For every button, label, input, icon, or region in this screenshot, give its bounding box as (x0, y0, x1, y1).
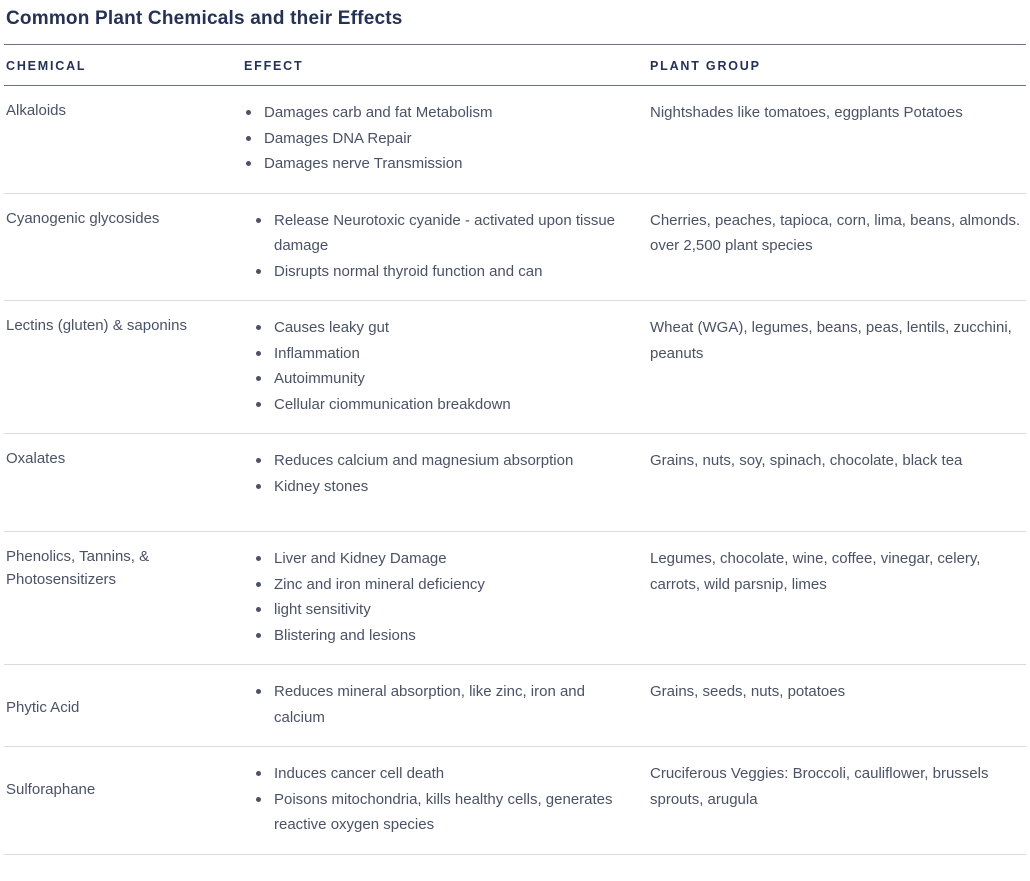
table-row: Alkaloids Damages carb and fat Metabolis… (4, 86, 1026, 193)
effect-item: light sensitivity (244, 597, 630, 623)
effect-item: Liver and Kidney Damage (244, 546, 630, 572)
plant-group: Cherries, peaches, tapioca, corn, lima, … (650, 206, 1026, 259)
effects-list: Reduces calcium and magnesium absorption… (244, 446, 650, 499)
col-chemical-header: CHEMICAL (6, 59, 244, 73)
table-header: CHEMICAL EFFECT PLANT GROUP (4, 45, 1026, 85)
chemical-name: Cyanogenic glycosides (6, 206, 244, 231)
effect-item: Blistering and lesions (244, 623, 630, 649)
effect-item: Reduces calcium and magnesium absorption (244, 448, 630, 474)
plant-group: Grains, seeds, nuts, potatoes (650, 677, 1026, 705)
table-row: Phytic Acid Reduces mineral absorption, … (4, 665, 1026, 746)
table-row: Sulforaphane Induces cancer cell death P… (4, 747, 1026, 854)
effect-item: Autoimmunity (244, 366, 630, 392)
effect-item: Disrupts normal thyroid function and can (244, 259, 630, 285)
effect-item: Induces cancer cell death (244, 761, 630, 787)
chemical-name: Oxalates (6, 446, 244, 471)
table-row: Oxalates Reduces calcium and magnesium a… (4, 434, 1026, 531)
chemical-name: Phenolics, Tannins, & Photosensitizers (6, 544, 244, 591)
effects-list: Liver and Kidney Damage Zinc and iron mi… (244, 544, 650, 648)
row-rule (4, 854, 1026, 855)
effect-item: Damages carb and fat Metabolism (244, 100, 630, 126)
effect-item: Release Neurotoxic cyanide - activated u… (244, 208, 630, 259)
effect-item: Damages DNA Repair (244, 126, 630, 152)
col-plant-header: PLANT GROUP (650, 59, 1026, 73)
chemical-name: Sulforaphane (6, 759, 244, 802)
effect-item: Inflammation (244, 341, 630, 367)
col-effect-header: EFFECT (244, 59, 650, 73)
plant-group: Cruciferous Veggies: Broccoli, cauliflow… (650, 759, 1026, 812)
table-row: Lectins (gluten) & saponins Causes leaky… (4, 301, 1026, 433)
plant-group: Nightshades like tomatoes, eggplants Pot… (650, 98, 1026, 126)
effect-item: Poisons mitochondria, kills healthy cell… (244, 787, 630, 838)
effects-list: Release Neurotoxic cyanide - activated u… (244, 206, 650, 285)
chemical-name: Alkaloids (6, 98, 244, 123)
effect-item: Zinc and iron mineral deficiency (244, 572, 630, 598)
chemical-name: Phytic Acid (6, 677, 244, 720)
page-title: Common Plant Chemicals and their Effects (4, 8, 1026, 44)
effect-item: Kidney stones (244, 474, 630, 500)
effects-list: Reduces mineral absorption, like zinc, i… (244, 677, 650, 730)
effect-item: Cellular ciommunication breakdown (244, 392, 630, 418)
effects-list: Damages carb and fat Metabolism Damages … (244, 98, 650, 177)
effect-item: Reduces mineral absorption, like zinc, i… (244, 679, 630, 730)
plant-group: Wheat (WGA), legumes, beans, peas, lenti… (650, 313, 1026, 366)
table-row: Phenolics, Tannins, & Photosensitizers L… (4, 532, 1026, 664)
plant-group: Grains, nuts, soy, spinach, chocolate, b… (650, 446, 1026, 474)
chemical-name: Lectins (gluten) & saponins (6, 313, 244, 338)
plant-group: Legumes, chocolate, wine, coffee, vinega… (650, 544, 1026, 597)
effect-item: Causes leaky gut (244, 315, 630, 341)
table-row: Cyanogenic glycosides Release Neurotoxic… (4, 194, 1026, 301)
effects-list: Induces cancer cell death Poisons mitoch… (244, 759, 650, 838)
effect-item: Damages nerve Transmission (244, 151, 630, 177)
effects-list: Causes leaky gut Inflammation Autoimmuni… (244, 313, 650, 417)
